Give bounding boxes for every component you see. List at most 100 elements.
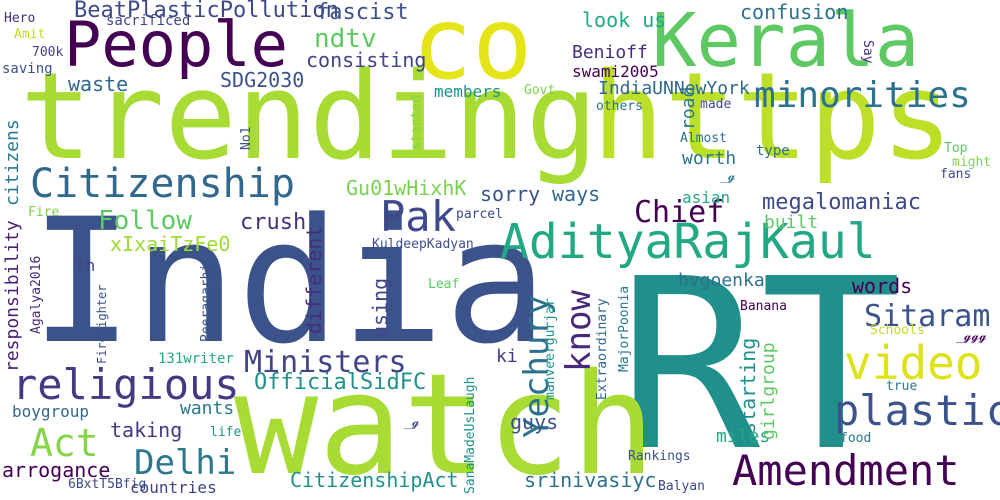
word-kuldeepkadyan: KuldeepKadyan xyxy=(372,237,474,252)
word-xixaitzfe0: xIxaiTzFe0 xyxy=(110,232,231,256)
word-responsibility: responsibility xyxy=(2,220,23,372)
word-firefighter: Firefighter xyxy=(95,284,109,364)
word-no1: No1 xyxy=(239,126,254,150)
word-co: co xyxy=(412,0,533,102)
word-india: India xyxy=(30,181,548,382)
word-schools: Schools xyxy=(870,323,925,338)
word-watch: watch xyxy=(234,344,656,500)
word-countries: countries xyxy=(130,478,217,497)
word-benioff: Benioff xyxy=(572,42,648,63)
word-hvgoenka: hvgoenka xyxy=(678,270,765,291)
word-amendment: Amendment xyxy=(732,446,960,495)
word-leaf: Leaf xyxy=(428,277,460,292)
word-look-us: look us xyxy=(582,8,667,32)
word-might: might xyxy=(952,155,992,170)
word-hero: Hero xyxy=(4,11,36,26)
word-almost: Almost xyxy=(680,131,727,146)
word-citizenship: Citizenship xyxy=(30,161,295,207)
word-girlgroup: girlgroup xyxy=(758,342,779,440)
word-using: using xyxy=(368,277,392,338)
word-agalya2016: Agalya2016 xyxy=(29,255,44,334)
word-script-g1: _𝓰 xyxy=(720,169,736,184)
word-words: words xyxy=(852,274,913,298)
word-consisting: consisting xyxy=(306,48,427,72)
word-ndtv: ndtv xyxy=(314,24,377,54)
word-adityarajkaul: AdityaRajKaul xyxy=(500,214,876,270)
word-different: different xyxy=(302,225,326,334)
word-built: built xyxy=(764,212,819,233)
word-arrogance: arrogance xyxy=(2,458,111,482)
word-crush: crush xyxy=(240,210,307,235)
word-indiaunnewyork: IndiaUNNewYork xyxy=(598,78,750,99)
word-131writer: 131writer xyxy=(158,351,234,367)
word-sorry: sorry xyxy=(480,182,541,206)
word-religious: religious xyxy=(12,360,240,409)
word-type: type xyxy=(756,143,790,159)
word-ways: ways xyxy=(552,182,601,206)
word-chief: Chief xyxy=(634,195,725,230)
word-follow: Follow xyxy=(98,206,192,236)
word-balyan: Balyan xyxy=(658,479,705,494)
word-food: food xyxy=(840,431,872,446)
word-swami2005: swami2005 xyxy=(572,62,659,81)
word-video: video xyxy=(844,336,983,390)
word-minorities: minorities xyxy=(754,75,971,116)
word-beatplasticpollution: BeatPlasticPollution xyxy=(74,0,339,23)
word-sanamadeuslaugh: SanaMadeUsLaugh xyxy=(463,376,478,494)
word-sacrificed: sacrificed xyxy=(106,13,191,29)
word-extraordinary: Extraordinary xyxy=(595,298,610,400)
word-rt: RT xyxy=(618,228,903,500)
word-700k: 700k xyxy=(32,45,64,60)
word-citizens: citizens xyxy=(2,119,23,206)
word-taking: taking xyxy=(110,418,183,442)
word-confusion: confusion xyxy=(740,0,849,24)
word-others: others xyxy=(596,99,643,114)
word-know: know xyxy=(559,290,599,372)
word-majorpoonia: MajorPoonia xyxy=(617,285,632,372)
word-amit: Amit xyxy=(14,27,46,42)
word-top: Top xyxy=(944,141,968,156)
word-sdg2030: SDG2030 xyxy=(220,68,305,92)
word-https: https xyxy=(592,48,954,187)
word-started: started xyxy=(409,95,424,150)
word-govt: Govt xyxy=(524,83,556,98)
word-citizenshipact: CitizenshipAct xyxy=(290,468,459,492)
word-true: true xyxy=(886,379,918,394)
word-starting: starting xyxy=(736,337,760,434)
word-fire: Fire xyxy=(28,205,60,220)
word-fascist: fascist xyxy=(316,0,409,25)
word-ki: ki xyxy=(496,346,518,367)
word-wants: wants xyxy=(180,398,235,419)
word-guys: guys xyxy=(510,410,559,434)
word-trending: trending xyxy=(20,48,598,187)
word-script-ggg: _𝓰𝓰𝓰 xyxy=(956,329,987,344)
word-rankings: Rankings xyxy=(628,449,691,464)
word-srinivasiyc: srinivasiyc xyxy=(524,468,657,492)
word-gu01whixhk: Gu01wHixhK xyxy=(346,176,467,200)
word-delhi: Delhi xyxy=(134,443,237,483)
word-members: members xyxy=(434,82,502,101)
word-th: th xyxy=(76,256,96,275)
word-megalomaniac: megalomaniac xyxy=(762,190,921,215)
word-plastic: plastic xyxy=(834,386,1000,435)
word-say: Say xyxy=(860,40,875,64)
word-parcel: parcel xyxy=(456,207,503,222)
word-life: life xyxy=(210,425,242,440)
word-made: made xyxy=(700,97,732,112)
word-act: Act xyxy=(30,421,99,465)
word-waste: waste xyxy=(68,72,129,96)
word-road: road xyxy=(678,86,699,130)
word-asian: asian xyxy=(682,188,731,207)
word-banana: Banana xyxy=(740,299,787,314)
word-worth: worth xyxy=(682,148,737,169)
word-peeragarhi: Peeragarhi xyxy=(199,263,214,342)
word-boygroup: boygroup xyxy=(12,402,90,421)
word-script-g2: _𝓰 xyxy=(404,415,420,430)
word-manveergurjar: manveergurjar xyxy=(543,298,558,400)
word-ministers: Ministers xyxy=(244,345,407,380)
word-people: People xyxy=(64,8,288,81)
word-6bxtt5bfig: 6BxtT5Bfig xyxy=(68,477,147,492)
word-officialsidfc: OfficialSidFC xyxy=(254,370,427,395)
word-kerala: Kerala xyxy=(652,0,920,84)
